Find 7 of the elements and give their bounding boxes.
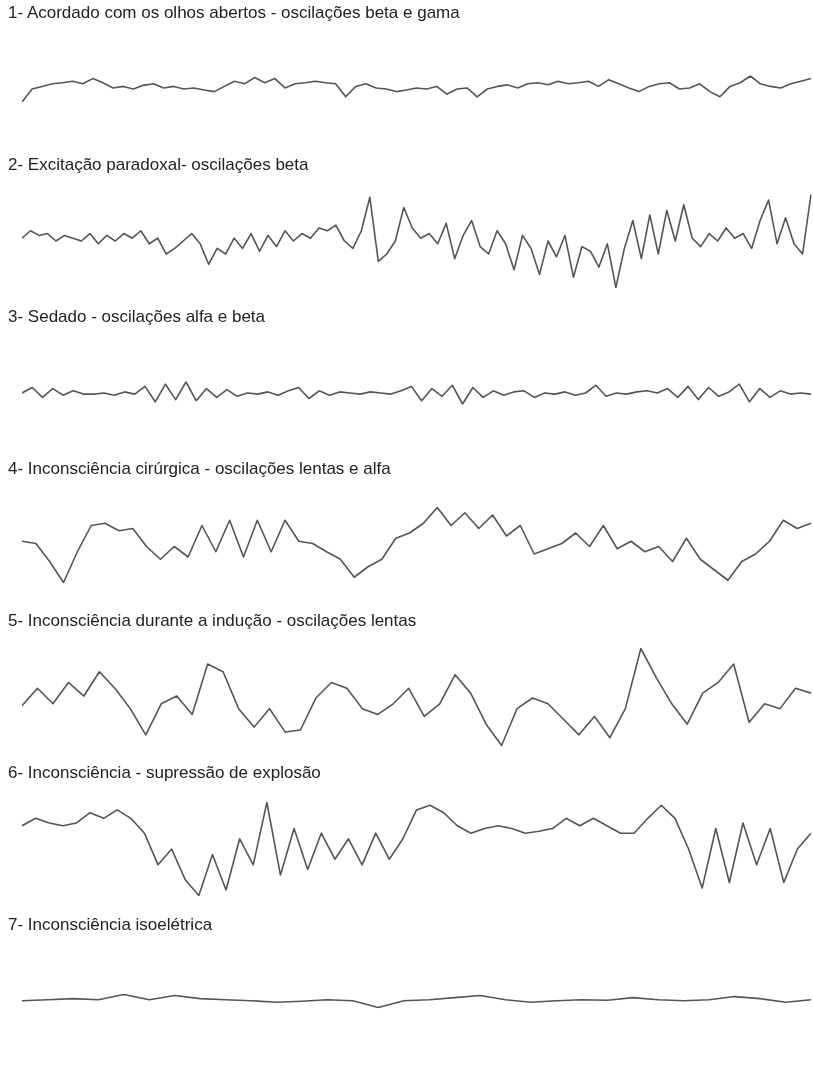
chart-title: 2- Excitação paradoxal- oscilações beta <box>7 154 310 176</box>
chart-title: 5- Inconsciência durante a indução - oscilações lentas <box>7 610 418 632</box>
chart-title: 3- Sedado - oscilações alfa e beta <box>7 306 267 328</box>
chart-title: 4- Inconsciência cirúrgica - oscilações lentas e alfa <box>7 458 392 480</box>
chart-title: 7- Inconsciência isoelétrica <box>7 914 214 936</box>
chart-title: 6- Inconsciência - supressão de explosão <box>7 762 322 784</box>
chart-title: 1- Acordado com os olhos abertos - oscilações beta e gama <box>7 2 461 24</box>
